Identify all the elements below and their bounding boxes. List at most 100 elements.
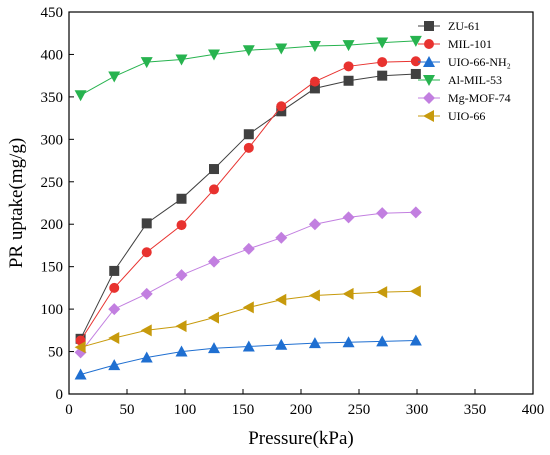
data-point xyxy=(108,71,121,83)
data-point xyxy=(175,54,188,66)
data-point xyxy=(140,324,152,337)
legend-marker xyxy=(424,21,434,31)
series-2 xyxy=(75,56,421,346)
y-tick-label: 250 xyxy=(41,175,64,191)
data-point xyxy=(308,289,320,302)
data-point xyxy=(410,56,421,67)
data-point xyxy=(342,287,354,300)
data-point xyxy=(275,338,288,350)
series-5 xyxy=(74,206,422,359)
data-point xyxy=(208,255,220,268)
data-point xyxy=(140,57,153,69)
legend-marker xyxy=(423,92,435,104)
data-point xyxy=(377,57,388,68)
series-1 xyxy=(75,68,421,344)
data-point xyxy=(343,61,354,72)
series-6 xyxy=(74,285,421,354)
legend-label: ZU-61 xyxy=(448,19,480,33)
data-point xyxy=(208,311,219,324)
data-point xyxy=(175,269,188,282)
data-point xyxy=(242,301,254,314)
plot-border xyxy=(68,11,534,395)
y-tick-label: 0 xyxy=(56,387,64,403)
data-point xyxy=(242,340,255,352)
data-point xyxy=(108,303,121,316)
legend-marker xyxy=(423,75,435,86)
data-point xyxy=(275,231,288,244)
legend-item: ZU-61 xyxy=(418,19,480,33)
series-line xyxy=(80,211,416,353)
x-tick-label: 0 xyxy=(65,402,73,418)
legend-label: UIO-66 xyxy=(448,109,485,123)
data-point xyxy=(276,106,287,117)
legend-item: Al-MIL-53 xyxy=(418,73,502,87)
legend: ZU-61 MIL-101 UIO-66-NH₂ Al-MIL-53 Mg-MOF-74… xyxy=(418,19,511,123)
data-point xyxy=(410,68,421,79)
x-tick-label: 400 xyxy=(522,402,545,418)
data-point xyxy=(175,320,187,333)
data-point xyxy=(108,331,120,344)
data-point xyxy=(276,101,287,112)
legend-label: Al-MIL-53 xyxy=(448,73,502,87)
x-axis-ticks: 0 50 100 150 200 250 300 350 400 xyxy=(65,389,544,418)
legend-item: Mg-MOF-74 xyxy=(418,91,511,105)
legend-item: UIO-66-NH₂ xyxy=(418,55,511,69)
legend-marker xyxy=(423,110,434,122)
data-point xyxy=(376,335,389,347)
legend-label: Mg-MOF-74 xyxy=(448,91,511,105)
data-point xyxy=(74,90,87,102)
data-point xyxy=(243,129,254,140)
data-point xyxy=(141,218,152,229)
y-tick-label: 100 xyxy=(41,302,64,318)
y-tick-label: 150 xyxy=(41,260,64,276)
series-3 xyxy=(74,334,422,380)
plot-frame xyxy=(68,11,534,395)
series-layer xyxy=(74,35,422,380)
series-line xyxy=(80,290,416,348)
data-point xyxy=(140,287,153,300)
data-point xyxy=(175,345,188,357)
data-point xyxy=(342,40,355,52)
data-point xyxy=(141,247,152,258)
data-point xyxy=(409,35,422,47)
data-point xyxy=(176,220,187,231)
x-tick-label: 50 xyxy=(120,402,135,418)
data-point xyxy=(242,242,255,255)
data-point xyxy=(140,351,153,363)
data-point xyxy=(309,76,320,87)
x-tick-label: 350 xyxy=(464,402,487,418)
data-point xyxy=(208,342,220,354)
data-point xyxy=(176,193,187,204)
data-point xyxy=(308,40,321,52)
data-point xyxy=(275,43,288,55)
x-axis-title: Pressure(kPa) xyxy=(248,428,354,449)
data-point xyxy=(275,293,287,306)
x-tick-label: 100 xyxy=(174,402,197,418)
series-4 xyxy=(74,35,422,102)
data-point xyxy=(376,286,388,299)
y-tick-label: 450 xyxy=(41,5,64,21)
data-point xyxy=(209,164,219,175)
y-axis-title: PR uptake(mg/g) xyxy=(6,138,27,268)
data-point xyxy=(74,368,87,380)
y-tick-label: 300 xyxy=(41,132,64,148)
x-tick-label: 250 xyxy=(348,402,371,418)
data-point xyxy=(342,211,355,224)
x-tick-label: 300 xyxy=(406,402,429,418)
data-point xyxy=(208,49,220,61)
data-point xyxy=(242,45,255,57)
data-point xyxy=(309,83,320,94)
legend-item: UIO-66 xyxy=(418,109,485,123)
data-point xyxy=(209,184,219,195)
data-point xyxy=(409,285,421,298)
y-axis-ticks: 0 50 100 150 200 250 300 350 400 450 xyxy=(41,5,74,403)
y-tick-label: 350 xyxy=(41,90,64,106)
data-point xyxy=(74,341,86,354)
legend-item: MIL-101 xyxy=(418,37,492,51)
data-point xyxy=(377,70,388,81)
legend-marker xyxy=(423,56,435,67)
data-point xyxy=(308,218,321,231)
x-tick-label: 150 xyxy=(232,402,255,418)
data-point xyxy=(409,334,422,346)
